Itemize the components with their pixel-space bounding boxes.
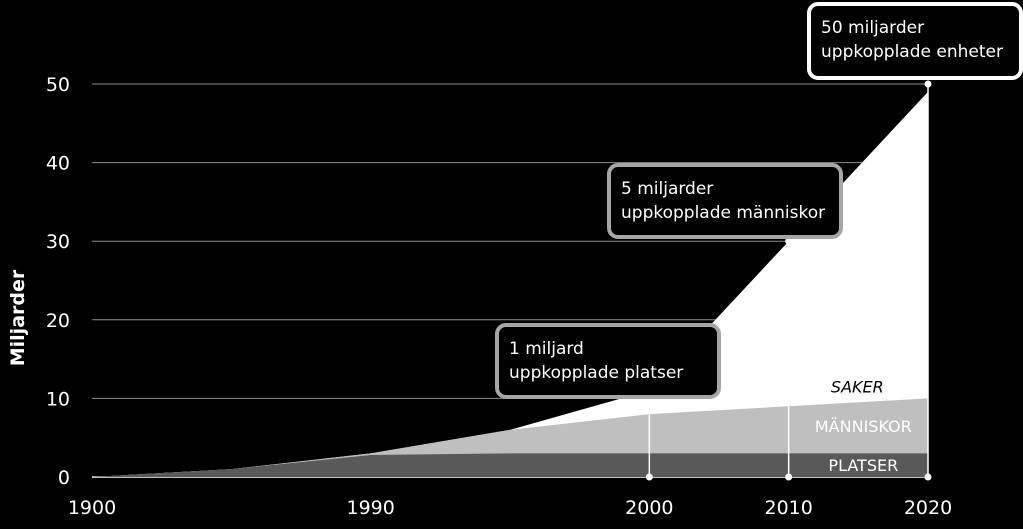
- y-tick-label: 30: [46, 231, 70, 253]
- y-axis-label: Miljarder: [7, 269, 29, 366]
- y-tick-label: 50: [46, 74, 70, 96]
- y-tick-label: 0: [58, 467, 70, 489]
- annotation-dot: [924, 473, 932, 481]
- annotation-line1: 5 miljarder: [621, 179, 713, 199]
- annotations: 1 miljard uppkopplade platser 5 miljarder u…: [495, 2, 1023, 481]
- area-platser: [92, 453, 928, 477]
- annotation-dot: [645, 398, 653, 406]
- series-labels: PLATSER MÄNNISKOR SAKER: [815, 377, 912, 475]
- x-tick-label: 1990: [346, 497, 394, 519]
- x-tick-label: 2020: [904, 497, 952, 519]
- annotation-line2: uppkopplade enheter: [821, 42, 1003, 62]
- area-series: [92, 91, 928, 478]
- annotation-line2: uppkopplade människor: [621, 203, 825, 223]
- series-label: PLATSER: [828, 456, 898, 475]
- series-label: MÄNNISKOR: [815, 417, 912, 436]
- y-tick-label: 20: [46, 310, 70, 332]
- annotation-line2: uppkopplade platser: [509, 363, 683, 383]
- x-tick-label: 1900: [68, 497, 116, 519]
- y-axis-ticks: 0 10 20 30 40 50: [46, 74, 70, 489]
- y-tick-label: 10: [46, 388, 70, 410]
- annotation-dot: [785, 473, 793, 481]
- annotation-dot: [785, 237, 793, 245]
- annotation-line1: 50 miljarder: [821, 18, 924, 38]
- annotation-dot: [924, 80, 932, 88]
- annotation-box: [607, 163, 843, 239]
- annotation-box: [495, 323, 721, 399]
- y-tick-label: 40: [46, 153, 70, 175]
- annotation-box: [807, 2, 1023, 80]
- x-tick-label: 2000: [625, 497, 673, 519]
- annotation-line1: 1 miljard: [509, 339, 584, 359]
- x-tick-label: 2010: [764, 497, 812, 519]
- x-axis-ticks: 1900 1990 2000 2010 2020: [68, 497, 952, 519]
- annotation-dot: [645, 473, 653, 481]
- series-label: SAKER: [831, 377, 884, 396]
